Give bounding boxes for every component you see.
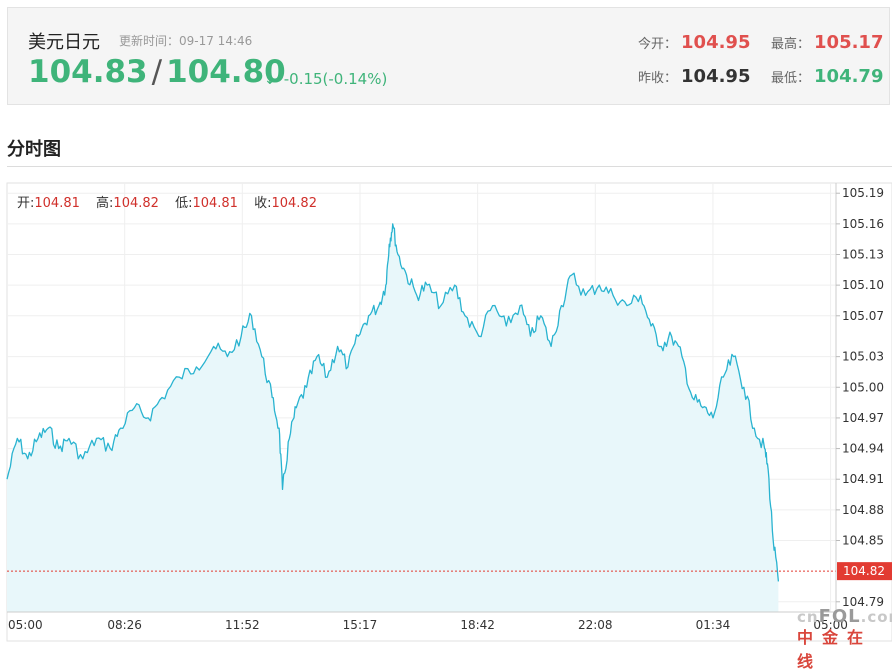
down-arrow-icon: ↓ bbox=[264, 72, 276, 88]
open-stat: 今开： 104.95 bbox=[638, 32, 750, 53]
high-label: 最高： bbox=[771, 37, 811, 52]
x-tick-label: 08:26 bbox=[107, 618, 142, 632]
current-price-tag-bg bbox=[837, 562, 892, 581]
bid-price: 104.83 bbox=[28, 54, 148, 90]
bid-ask-price: 104.83/104.80 bbox=[28, 54, 286, 90]
low-value: 104.79 bbox=[814, 66, 884, 87]
y-axis: 105.19 105.16 105.13 105.10 105.07 105.03 105.… bbox=[835, 183, 884, 612]
y-tick-label: 105.13 bbox=[842, 248, 884, 262]
y-tick-label: 104.94 bbox=[842, 442, 884, 456]
y-tick-label: 104.85 bbox=[842, 534, 884, 548]
y-tick-label: 104.79 bbox=[842, 595, 884, 609]
price-area bbox=[7, 223, 779, 612]
ohlc-close-value: 104.82 bbox=[271, 196, 317, 211]
section-divider bbox=[7, 166, 892, 167]
price-separator: / bbox=[151, 54, 163, 90]
ohlc-high-label: 高: bbox=[96, 196, 114, 211]
ohlc-low-value: 104.81 bbox=[192, 196, 238, 211]
high-value: 105.17 bbox=[814, 32, 884, 53]
ohlc-open-label: 开: bbox=[17, 196, 35, 211]
y-tick-label: 104.88 bbox=[842, 503, 884, 517]
ohlc-high-value: 104.82 bbox=[113, 196, 159, 211]
y-tick-label: 105.07 bbox=[842, 309, 884, 323]
update-time: 更新时间：09-17 14:46 bbox=[119, 34, 253, 48]
prev-close-value: 104.95 bbox=[681, 66, 751, 87]
x-tick-label: 18:42 bbox=[460, 618, 495, 632]
x-tick-label: 01:34 bbox=[696, 618, 731, 632]
y-tick-label: 104.97 bbox=[842, 411, 884, 425]
low-label: 最低： bbox=[771, 71, 811, 86]
instrument-name: 美元日元 bbox=[28, 32, 100, 53]
y-tick-label: 104.91 bbox=[842, 472, 884, 486]
ohlc-close-label: 收: bbox=[254, 196, 272, 211]
watermark-logo: cnFOL.com bbox=[797, 606, 892, 627]
y-tick-label: 105.10 bbox=[842, 278, 884, 292]
x-tick-label: 22:08 bbox=[578, 618, 613, 632]
current-price-label: 104.82 bbox=[843, 564, 885, 578]
low-stat: 最低： 104.79 bbox=[771, 66, 883, 87]
y-tick-label: 105.16 bbox=[842, 217, 884, 231]
chart-frame bbox=[6, 182, 892, 642]
watermark-prefix: cn bbox=[797, 608, 819, 626]
open-value: 104.95 bbox=[681, 32, 751, 53]
y-tick-label: 105.03 bbox=[842, 350, 884, 364]
open-label: 今开： bbox=[638, 37, 678, 52]
price-line bbox=[6, 223, 780, 582]
y-tick-label: 105.19 bbox=[842, 186, 884, 200]
y-tick-label: 105.00 bbox=[842, 380, 884, 394]
current-price-tag: 104.82 bbox=[837, 562, 892, 581]
x-tick-label: 05:00 bbox=[8, 618, 43, 632]
watermark-brand: FOL bbox=[818, 606, 861, 627]
ask-price: 104.80 bbox=[166, 54, 286, 90]
ohlc-open-value: 104.81 bbox=[34, 196, 80, 211]
x-tick-label: 11:52 bbox=[225, 618, 260, 632]
intraday-chart: 105.19 105.16 105.13 105.10 105.07 105.03 105.… bbox=[6, 182, 892, 642]
x-tick-label: 15:17 bbox=[343, 618, 378, 632]
prev-close-stat: 昨收： 104.95 bbox=[638, 66, 750, 87]
ohlc-low-label: 低: bbox=[175, 196, 193, 211]
watermark-suffix: .com bbox=[860, 608, 892, 626]
high-stat: 最高： 105.17 bbox=[771, 32, 883, 53]
section-title: 分时图 bbox=[7, 139, 61, 160]
ohlc-bar: 开:104.81 高:104.82 低:104.81 收:104.82 bbox=[17, 192, 317, 211]
watermark-text: 中金在线 bbox=[797, 628, 873, 671]
price-change: ↓ -0.15(-0.14%) bbox=[264, 70, 387, 88]
x-tick-label: 05:00 bbox=[813, 618, 848, 632]
x-axis: 05:00 08:26 11:52 15:17 18:42 22:08 01:34 05:00 bbox=[7, 611, 848, 632]
quote-panel: 美元日元 更新时间：09-17 14:46 104.83/104.80 ↓ -0.… bbox=[7, 7, 890, 105]
prev-close-label: 昨收： bbox=[638, 71, 678, 86]
change-value: -0.15(-0.14%) bbox=[283, 70, 388, 88]
